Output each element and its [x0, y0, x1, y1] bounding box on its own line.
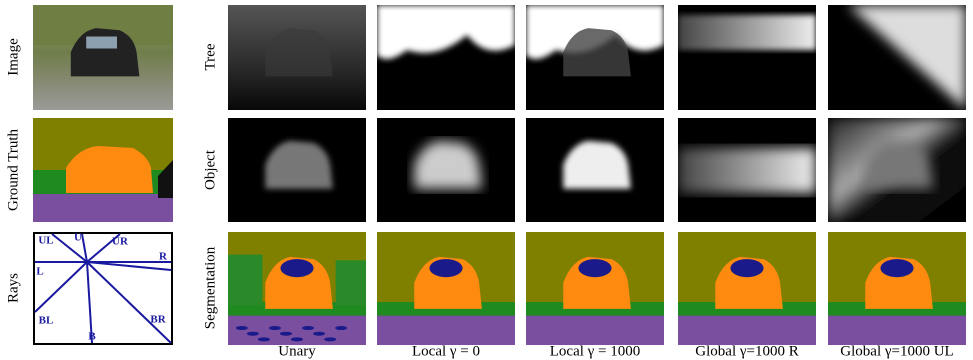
region — [236, 326, 248, 330]
ray-label: B — [88, 331, 96, 343]
region — [880, 259, 913, 277]
region — [335, 326, 347, 330]
ground-truth — [33, 118, 173, 222]
row-label: Image — [5, 38, 21, 76]
region — [429, 259, 462, 277]
row-label: Tree — [202, 43, 218, 70]
row-label: Object — [202, 149, 218, 190]
region — [377, 316, 515, 345]
panel — [828, 118, 966, 222]
ray-label: L — [36, 266, 43, 278]
column-label: Global γ=1000 UL — [840, 343, 953, 359]
region — [33, 194, 173, 222]
panel — [377, 232, 515, 345]
row-label: Ground Truth — [5, 128, 21, 211]
map — [678, 15, 816, 50]
region — [302, 326, 314, 330]
region — [291, 337, 303, 341]
panel — [377, 5, 515, 110]
map — [678, 148, 816, 193]
region — [336, 260, 366, 305]
region — [828, 316, 966, 345]
ray-label: UL — [38, 235, 53, 247]
photo — [33, 5, 173, 110]
region — [578, 259, 611, 277]
column-label: Local γ = 0 — [412, 343, 480, 359]
column-label: Global γ=1000 R — [695, 343, 798, 359]
region — [324, 337, 336, 341]
panel — [228, 5, 366, 110]
ray-label: BR — [150, 314, 166, 326]
panel — [526, 232, 664, 345]
panel — [526, 5, 664, 110]
panel — [228, 118, 366, 222]
panel — [828, 232, 966, 345]
panel — [526, 118, 664, 222]
panel — [678, 232, 816, 345]
panel — [678, 118, 816, 222]
column-label: Local γ = 1000 — [550, 343, 640, 359]
ray-label: BL — [39, 315, 54, 327]
panel — [228, 232, 366, 345]
panel — [678, 5, 816, 110]
region — [269, 326, 281, 330]
region — [280, 332, 292, 336]
column-label: Unary — [278, 343, 316, 359]
region — [313, 332, 325, 336]
figure: UL U UR L R BL B BR Image Ground Truth Rays Tree Obj… — [0, 0, 973, 360]
ray-label: UR — [112, 236, 129, 248]
region — [526, 316, 664, 345]
region — [678, 316, 816, 345]
region — [258, 337, 270, 341]
panel — [828, 5, 966, 110]
region — [228, 255, 263, 306]
region — [280, 259, 313, 277]
ray-label: R — [159, 251, 168, 263]
windshield — [86, 37, 117, 49]
region — [730, 259, 763, 277]
row-label: Segmentation — [202, 246, 218, 329]
ray-label: U — [74, 232, 82, 244]
panel — [377, 118, 515, 222]
region — [247, 332, 259, 336]
row-label: Rays — [5, 273, 21, 303]
